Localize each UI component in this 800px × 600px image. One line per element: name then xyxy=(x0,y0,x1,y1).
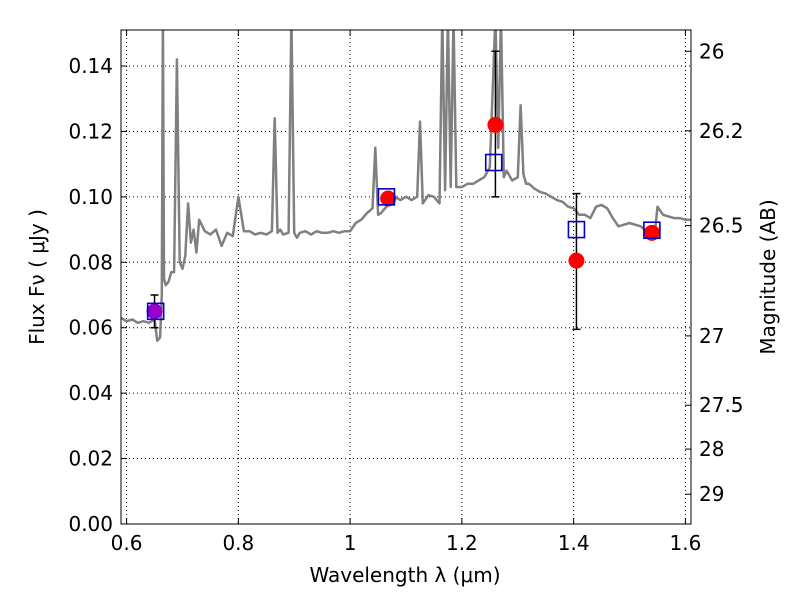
model-point xyxy=(377,188,396,206)
observed-point xyxy=(487,116,504,133)
x-axis-ticks: 0.6 0.8 1 1.2 1.4 1.6 xyxy=(111,30,702,555)
right-tick-label: 26.2 xyxy=(699,119,744,143)
y-axis-label: Flux Fν ( μJy ) xyxy=(25,209,49,345)
model-point xyxy=(146,302,165,321)
y-tick-label: 0.06 xyxy=(68,316,113,340)
model-points xyxy=(146,153,661,321)
y-tick-label: 0.04 xyxy=(68,381,113,405)
right-axis-ticks: 26 26.2 26.5 27 27.5 28 29 xyxy=(685,39,744,506)
y-tick-label: 0.10 xyxy=(68,185,113,209)
grid-lines xyxy=(121,30,691,525)
x-tick-label: 0.6 xyxy=(111,531,143,555)
x-tick-label: 1 xyxy=(344,531,357,555)
y-axis-ticks: 0.00 0.02 0.04 0.06 0.08 0.10 0.12 0.14 xyxy=(68,54,127,536)
model-point xyxy=(484,153,503,172)
plot-frame xyxy=(120,29,692,525)
error-bars xyxy=(150,50,581,331)
observed-point xyxy=(568,252,585,269)
right-tick-label: 26 xyxy=(699,39,724,63)
right-axis-label: Magnitude (AB) xyxy=(756,199,780,354)
model-point xyxy=(643,221,661,240)
right-tick-label: 29 xyxy=(699,482,724,506)
y-tick-label: 0.08 xyxy=(68,250,113,274)
model-point xyxy=(567,220,586,239)
right-tick-label: 27.5 xyxy=(699,393,744,417)
x-axis-label: Wavelength λ (μm) xyxy=(309,563,500,587)
x-tick-label: 0.8 xyxy=(222,531,254,555)
observed-point xyxy=(380,190,397,207)
right-tick-label: 26.5 xyxy=(699,214,744,238)
spectrum-line xyxy=(121,30,691,343)
y-tick-label: 0.12 xyxy=(68,119,113,143)
x-tick-label: 1.2 xyxy=(446,531,478,555)
right-tick-label: 27 xyxy=(699,324,724,348)
y-tick-label: 0.00 xyxy=(68,512,113,536)
observed-point xyxy=(146,303,163,320)
y-tick-label: 0.02 xyxy=(68,447,113,471)
x-tick-label: 1.6 xyxy=(670,531,702,555)
spectrum-series xyxy=(121,30,691,343)
y-tick-label: 0.14 xyxy=(68,54,113,78)
right-tick-label: 28 xyxy=(699,437,724,461)
observed-points xyxy=(146,116,660,320)
x-tick-label: 1.4 xyxy=(558,531,590,555)
